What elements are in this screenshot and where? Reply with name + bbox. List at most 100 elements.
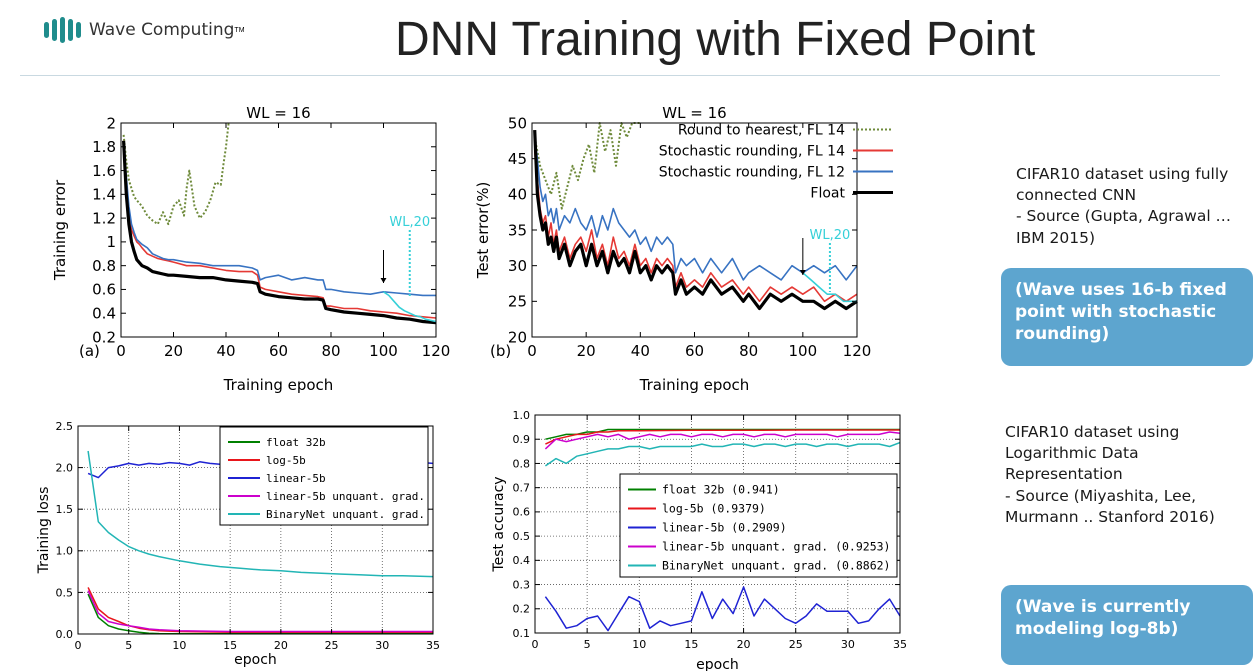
legend-label: Round to nearest, FL 14 — [678, 123, 845, 139]
series-line-stochastic14 — [122, 140, 437, 319]
x-tick-label: 10 — [172, 639, 186, 652]
y-tick-label: 2.5 — [56, 420, 74, 433]
series-line-float — [122, 140, 437, 325]
header-divider — [20, 75, 1220, 76]
legend-label: linear-5b (0.2909) — [662, 521, 787, 535]
series-line-log5b — [87, 587, 433, 634]
legend-label: Float — [810, 186, 845, 202]
series-line-wl20 — [802, 272, 857, 303]
x-tick-label: 60 — [269, 342, 288, 360]
chart-title: WL = 16 — [246, 104, 310, 122]
x-tick-label: 5 — [584, 638, 591, 651]
x-axis-label: Training epoch — [223, 376, 334, 394]
y-tick-label: 20 — [508, 328, 527, 346]
legend-label: Stochastic rounding, FL 14 — [659, 144, 845, 160]
legend-box — [219, 426, 429, 526]
y-axis-label: Test error(%) — [474, 182, 492, 280]
page-title: DNN Training with Fixed Point — [395, 13, 1036, 66]
series-line-round-nearest — [122, 122, 230, 226]
x-tick-label: 80 — [739, 342, 758, 360]
y-tick-label: 0.1 — [513, 627, 531, 640]
y-tick-label: 0.6 — [513, 506, 531, 519]
x-tick-label: 120 — [843, 342, 872, 360]
y-tick-label: 0.4 — [92, 304, 116, 322]
x-tick-label: 25 — [325, 639, 339, 652]
y-tick-label: 1.6 — [92, 162, 116, 180]
y-tick-label: 0.4 — [513, 554, 531, 567]
x-tick-label: 60 — [685, 342, 704, 360]
legend-label: float 32b (0.941) — [662, 483, 780, 497]
plot-frame — [120, 122, 437, 338]
x-axis-label: epoch — [234, 652, 277, 668]
legend-label: linear-5b unquant. grad. — [266, 490, 425, 503]
y-tick-label: 25 — [508, 293, 527, 311]
y-tick-label: 1.2 — [92, 209, 116, 227]
y-tick-label: 0.2 — [513, 603, 531, 616]
series-line-linear5b-unquant — [87, 590, 433, 633]
x-tick-label: 40 — [631, 342, 650, 360]
y-tick-label: 0.5 — [56, 586, 74, 599]
annotation-wl20-label: WL,20 — [389, 215, 430, 230]
series-line-float — [533, 130, 858, 311]
legend-label: log-5b (0.9379) — [662, 502, 766, 516]
series-line-round-nearest — [533, 122, 641, 210]
logo-trademark: TM — [234, 26, 245, 34]
callout-wave-log8b: (Wave is currently modeling log-8b) — [1001, 585, 1253, 665]
y-tick-label: 50 — [508, 114, 527, 132]
y-tick-label: 1.0 — [513, 409, 531, 422]
legend-label: BinaryNet unquant. grad. (0.8862) — [662, 559, 890, 573]
plot-frame — [534, 414, 901, 634]
x-axis-label: Training epoch — [639, 376, 750, 394]
series-line-linear5b — [544, 586, 901, 632]
callout-line: (Wave uses 16-b fixed — [1015, 280, 1227, 300]
callout-line: rounding) — [1015, 323, 1110, 344]
y-axis-label: Test accuracy — [491, 476, 507, 572]
panel-label: (a) — [79, 342, 100, 360]
x-tick-label: 10 — [632, 638, 646, 651]
callout-line: (Wave is currently — [1015, 597, 1191, 617]
y-tick-label: 30 — [508, 257, 527, 275]
legend-label: linear-5b — [266, 472, 326, 485]
x-tick-label: 35 — [893, 638, 907, 651]
legend-box — [619, 473, 898, 578]
x-tick-label: 0 — [527, 342, 537, 360]
note-line: - Source (Gupta, Agrawal … — [1016, 207, 1232, 226]
legend-label: float 32b — [266, 436, 326, 449]
x-tick-label: 40 — [216, 342, 235, 360]
legend-label: Stochastic rounding, FL 12 — [659, 165, 845, 181]
legend-label: log-5b — [266, 454, 306, 467]
legend-label: linear-5b unquant. grad. (0.9253) — [662, 540, 890, 554]
y-tick-label: 0.2 — [92, 328, 116, 346]
note-line: Murmann .. Stanford 2016) — [1005, 507, 1215, 526]
legend-label: BinaryNet unquant. grad. — [266, 508, 425, 521]
y-tick-label: 0.8 — [513, 457, 531, 470]
annotation-arrowhead — [380, 278, 387, 283]
wave-logo-icon — [44, 17, 81, 43]
x-tick-label: 25 — [789, 638, 803, 651]
x-tick-label: 20 — [737, 638, 751, 651]
note-line: IBM 2015) — [1016, 228, 1095, 247]
wave-logo: Wave Computing TM — [44, 14, 245, 46]
y-tick-label: 40 — [508, 186, 527, 204]
y-tick-label: 1.4 — [92, 186, 116, 204]
x-tick-label: 0 — [532, 638, 539, 651]
x-tick-label: 30 — [841, 638, 855, 651]
plot-frame — [77, 425, 434, 635]
note-line: connected CNN — [1016, 186, 1137, 205]
x-tick-label: 15 — [684, 638, 698, 651]
series-line-binarynet — [544, 441, 901, 467]
note-line: CIFAR10 dataset using — [1005, 423, 1180, 441]
chart-title: WL = 16 — [662, 104, 726, 122]
x-tick-label: 20 — [164, 342, 183, 360]
annotation-arrowhead — [799, 270, 806, 275]
logo-text: Wave Computing — [89, 20, 235, 40]
y-tick-label: 0.9 — [513, 433, 531, 446]
y-tick-label: 2.0 — [56, 461, 74, 474]
x-tick-label: 30 — [375, 639, 389, 652]
y-tick-label: 1.0 — [56, 545, 74, 558]
callout-wave-16b: (Wave uses 16-b fixed point with stochas… — [1001, 268, 1253, 366]
chart-training-loss: 0 5 10 15 20 25 30 35 0.0 0.5 1.0 1.5 2.0 2.5 epoch Tra… — [36, 420, 440, 668]
series-line-log5b — [545, 429, 900, 445]
x-tick-label: 80 — [321, 342, 340, 360]
